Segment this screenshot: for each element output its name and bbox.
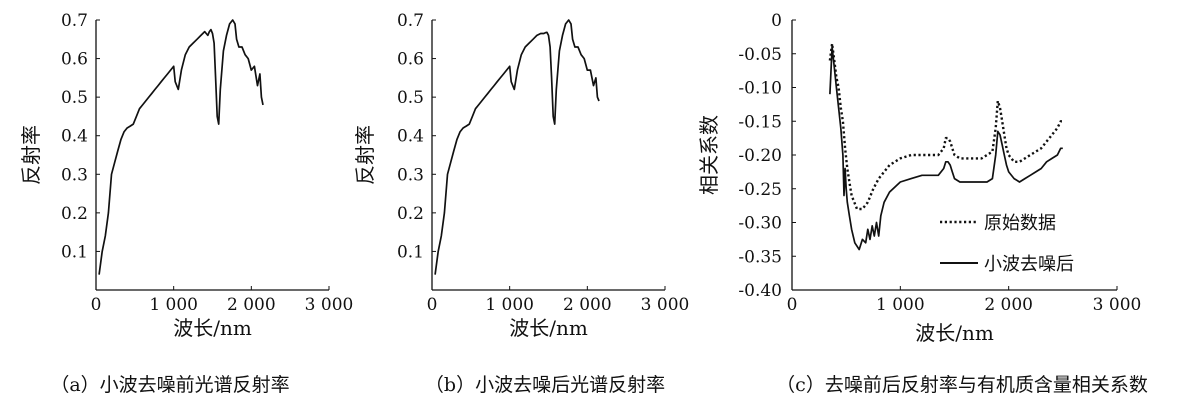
x-tick-label: 1 000 — [149, 295, 198, 315]
y-tick-label: -0.10 — [738, 79, 782, 99]
y-tick-label: 0 — [771, 11, 782, 31]
x-tick-label: 2 000 — [563, 295, 612, 315]
y-tick-label: 0.2 — [61, 204, 88, 224]
panel-caption: （a）小波去噪前光谱反射率 — [50, 374, 289, 396]
y-tick-label: -0.35 — [738, 247, 782, 267]
y-tick-label: 0.7 — [61, 11, 88, 31]
x-tick-label: 3 000 — [305, 295, 354, 315]
series-line — [434, 19, 600, 275]
x-axis-label: 波长/nm — [509, 316, 588, 340]
y-tick-label: 0.1 — [397, 242, 424, 262]
legend-label: 小波去噪后 — [984, 254, 1074, 275]
y-tick-label: -0.30 — [738, 214, 782, 234]
y-tick-label: 0.6 — [397, 50, 424, 70]
y-tick-label: 0.5 — [61, 88, 88, 108]
series-line — [829, 46, 1063, 251]
y-tick-label: -0.15 — [738, 112, 782, 132]
y-tick-label: 0.3 — [397, 165, 424, 185]
panel-b: 0.1 0.2 0.3 0.4 0.5 0.6 0.7 0 1 000 2 000 3 000 波长/… — [353, 11, 689, 396]
series-line — [98, 19, 264, 275]
x-tick-label: 1 000 — [876, 295, 925, 315]
y-tick-label: 0.5 — [397, 88, 424, 108]
y-tick-label: 0.4 — [397, 127, 424, 147]
y-tick-label: 0.4 — [61, 127, 88, 147]
y-tick-label: 0.6 — [61, 50, 88, 70]
x-tick-label: 3 000 — [1093, 295, 1142, 315]
y-tick-label: 0.2 — [397, 204, 424, 224]
panel-caption: （b）小波去噪后光谱反射率 — [425, 374, 665, 396]
legend-label: 原始数据 — [984, 213, 1056, 234]
y-tick-label: -0.20 — [738, 146, 782, 166]
y-tick-label: 0.1 — [61, 242, 88, 262]
panel-caption: （c）去噪前后反射率与有机质含量相关系数 — [776, 374, 1148, 396]
y-axis-label: 反射率 — [353, 125, 377, 185]
x-tick-label: 0 — [787, 295, 798, 315]
y-axis-label: 相关系数 — [697, 115, 721, 195]
x-tick-label: 0 — [427, 295, 438, 315]
y-axis-label: 反射率 — [19, 125, 43, 185]
x-tick-label: 0 — [91, 295, 102, 315]
panel-a: 0.1 0.2 0.3 0.4 0.5 0.6 0.7 0 1 000 2 000 3 000 波长/… — [19, 11, 353, 396]
x-axis-label: 波长/nm — [915, 321, 994, 345]
x-tick-label: 3 000 — [641, 295, 690, 315]
panel-c: 0 -0.05 -0.10 -0.15 -0.20 -0.25 -0.30 -0.35 -0.4… — [697, 11, 1148, 396]
y-tick-label: 0.3 — [61, 165, 88, 185]
y-tick-label: -0.05 — [738, 45, 782, 65]
x-tick-label: 2 000 — [984, 295, 1033, 315]
x-axis-label: 波长/nm — [173, 316, 252, 340]
y-tick-label: 0.7 — [397, 11, 424, 31]
y-tick-label: -0.25 — [738, 180, 782, 200]
series-line-original — [828, 42, 1063, 211]
x-tick-label: 1 000 — [485, 295, 534, 315]
x-tick-label: 2 000 — [227, 295, 276, 315]
y-tick-label: -0.40 — [738, 281, 782, 301]
